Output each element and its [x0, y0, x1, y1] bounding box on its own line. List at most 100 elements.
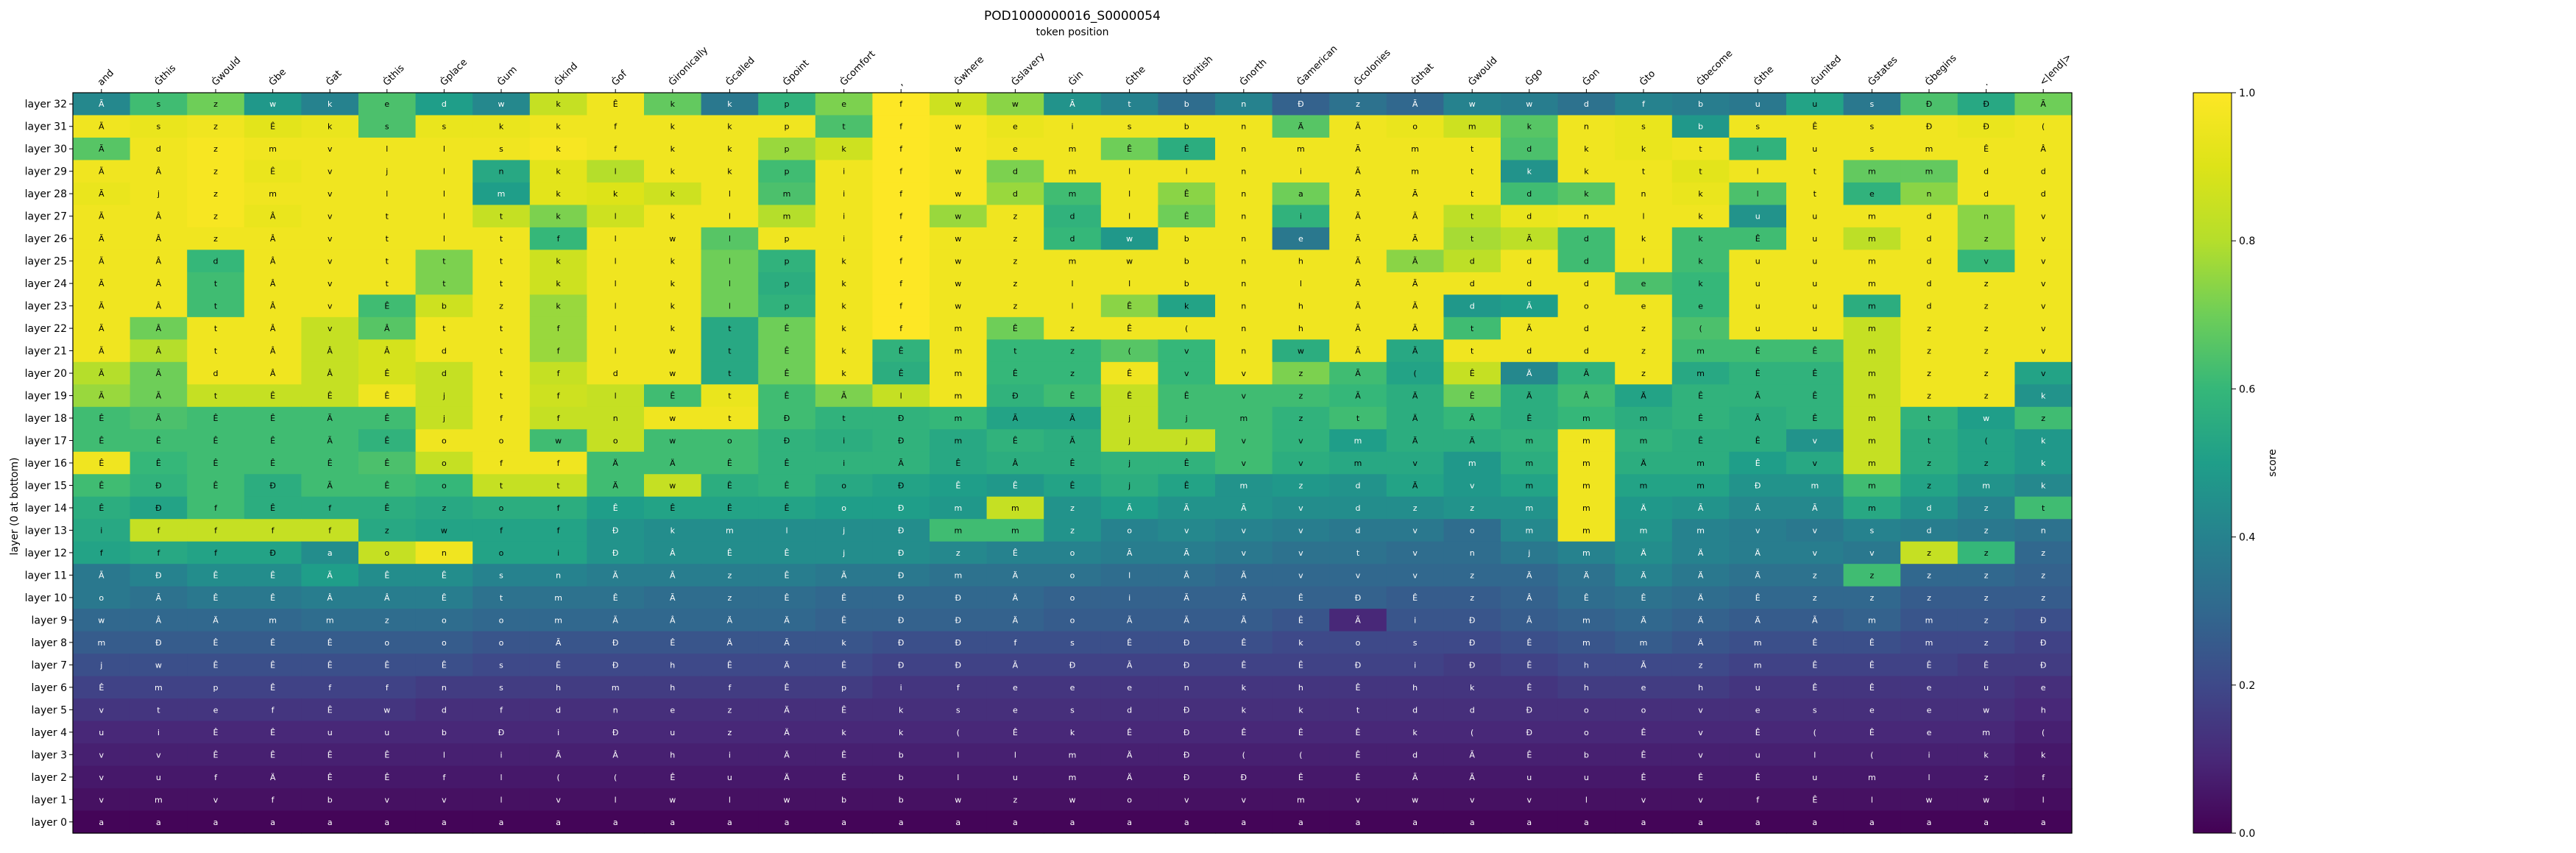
cell-label: t: [442, 257, 446, 266]
cell-label: Ä: [1755, 548, 1761, 558]
cell-label: w: [1983, 414, 1989, 423]
heatmap-cell: [986, 564, 1044, 587]
cell-label: m: [1411, 167, 1419, 177]
cell-label: Â: [156, 324, 162, 333]
cell-label: m: [726, 525, 734, 535]
cell-label: Ê: [1526, 660, 1532, 670]
cell-label: k: [499, 122, 504, 132]
x-tick-label: Ġthat: [1408, 60, 1436, 88]
cell-label: Â: [1526, 615, 1532, 625]
cell-label: Ã: [156, 414, 162, 423]
cell-label: Ð: [898, 570, 905, 580]
heatmap-cell: [1215, 160, 1273, 183]
cell-label: k: [556, 302, 561, 311]
heatmap-cell: [1215, 361, 1273, 385]
cell-label: n: [1584, 122, 1589, 132]
heatmap-cell: [529, 361, 587, 385]
cell-label: j: [1527, 548, 1530, 558]
heatmap-cell: [1100, 384, 1158, 408]
heatmap-cell: [473, 496, 531, 520]
cell-label: Ã: [1127, 615, 1133, 625]
cell-label: (: [2042, 122, 2045, 132]
heatmap-cell: [1215, 137, 1273, 161]
cell-label: d: [1526, 347, 1532, 356]
cell-label: Ä: [727, 638, 733, 648]
heatmap-cell: [1100, 429, 1158, 453]
cell-label: w: [1069, 795, 1076, 804]
cell-label: Â: [156, 347, 162, 356]
cell-label: s: [1870, 99, 1875, 109]
cell-label: w: [441, 525, 447, 535]
cell-label: t: [1814, 167, 1817, 177]
heatmap-cell: [358, 272, 417, 295]
cell-label: Ê: [1755, 728, 1761, 737]
cell-label: d: [1526, 257, 1532, 266]
cell-label: a: [213, 818, 219, 827]
cell-label: v: [213, 795, 219, 804]
cell-label: Ä: [1641, 392, 1646, 401]
cell-label: u: [1812, 773, 1817, 782]
heatmap-cell: [415, 541, 473, 564]
cell-label: k: [1698, 234, 1703, 244]
heatmap-cell: [1501, 249, 1559, 273]
cell-label: Ã: [1755, 503, 1761, 513]
cell-label: b: [899, 773, 904, 782]
heatmap-cell: [473, 384, 531, 408]
cell-label: k: [1641, 234, 1646, 244]
cell-label: t: [500, 392, 503, 401]
cell-label: p: [785, 99, 790, 109]
cell-label: t: [214, 302, 218, 311]
cell-label: b: [442, 302, 447, 311]
y-tick-label: layer 2: [32, 772, 67, 784]
cell-label: Ê: [1356, 728, 1361, 737]
cell-label: u: [1755, 683, 1761, 693]
cell-label: m: [1640, 525, 1648, 535]
cell-label: Ã: [1526, 324, 1532, 333]
heatmap-cell: [1557, 451, 1616, 475]
cell-label: j: [1128, 436, 1130, 446]
heatmap-cell: [244, 474, 302, 498]
heatmap-cell: [1900, 429, 1958, 453]
heatmap-cell: [1158, 519, 1216, 542]
cell-label: z: [385, 615, 389, 625]
cell-label: u: [1984, 683, 1989, 693]
heatmap-cell: [73, 496, 131, 520]
cell-label: Ð: [2040, 638, 2047, 648]
cell-label: h: [556, 683, 561, 693]
cell-label: Ã: [1412, 99, 1418, 109]
heatmap-cell: [187, 227, 245, 250]
colorbar-tick-label: 0.8: [2239, 236, 2255, 247]
cell-label: s: [1070, 638, 1075, 648]
heatmap-cell: [986, 406, 1044, 430]
heatmap-cell: [1957, 182, 2015, 206]
cell-label: l: [957, 773, 959, 782]
cell-label: i: [1300, 167, 1302, 177]
heatmap-cell: [187, 429, 245, 453]
heatmap-cell: [1443, 93, 1501, 116]
cell-label: Ä: [1298, 122, 1304, 132]
heatmap-cell: [187, 205, 245, 228]
heatmap-cell: [301, 272, 359, 295]
heatmap-cell: [758, 249, 816, 273]
cell-label: s: [499, 683, 503, 693]
cell-label: w: [155, 660, 162, 670]
heatmap-cell: [2014, 339, 2073, 363]
heatmap-cell: [815, 406, 873, 430]
cell-label: Ã: [1412, 347, 1418, 356]
heatmap-cell: [986, 384, 1044, 408]
heatmap-cell: [473, 474, 531, 498]
heatmap-cell: [1443, 227, 1501, 250]
cell-label: m: [1582, 503, 1590, 513]
heatmap-cell: [930, 227, 988, 250]
cell-label: m: [1011, 525, 1019, 535]
cell-label: m: [155, 683, 163, 693]
heatmap-cell: [73, 294, 131, 318]
heatmap-cell: [872, 406, 930, 430]
heatmap-cell: [1158, 496, 1216, 520]
cell-label: z: [1299, 369, 1303, 378]
heatmap-cell: [1386, 541, 1444, 564]
cell-label: t: [1699, 167, 1702, 177]
heatmap-cell: [1557, 137, 1616, 161]
cell-label: n: [442, 548, 447, 558]
cell-label: m: [1868, 167, 1876, 177]
